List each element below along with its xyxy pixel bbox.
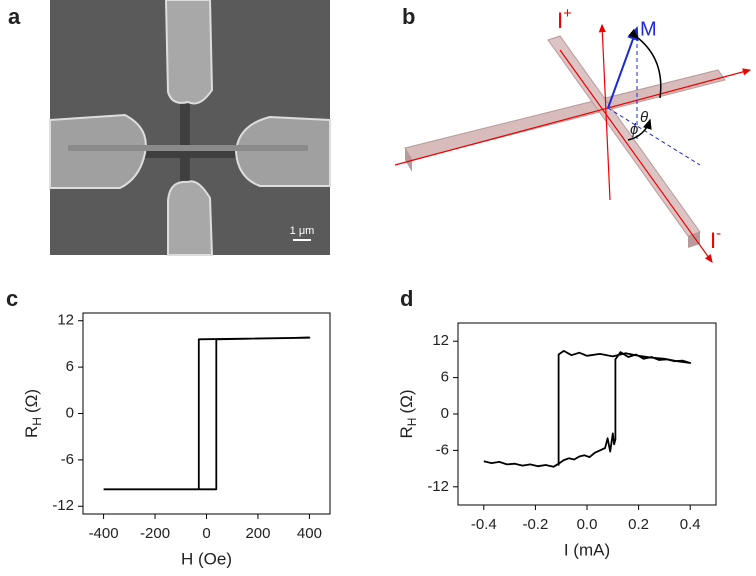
x-tick-label: 200 [245,525,270,542]
y-tick-label: 6 [66,358,74,375]
panel-label: b [402,4,415,29]
data-line [483,350,692,468]
x-tick-label: -0.2 [522,516,548,533]
current-minus-sign: - [716,225,721,242]
current-plus-symbol: I [557,8,563,33]
y-axis-label-unit: (Ω) [22,389,41,413]
x-axis-label: I (mA) [564,540,610,559]
x-tick-label: -400 [89,525,119,542]
x-tick-label: 0.2 [628,516,649,533]
y-tick-label: 0 [441,405,449,422]
x-axis-label: H (Oe) [181,549,232,568]
phi-label: ϕ [630,121,638,138]
y-axis-label: RH (Ω) [22,389,44,438]
y-axis-label-sub: H [30,417,44,426]
y-axis-label-main: R [397,426,416,438]
plot-frame [457,322,717,506]
current-minus: I- [710,225,721,253]
y-axis-label-unit: (Ω) [397,390,416,414]
panel-label: c [6,286,18,311]
current-plus: I+ [557,5,572,33]
y-tick-label: -6 [436,441,449,458]
current-minus-symbol: I [710,228,716,253]
y-tick-label: -12 [427,478,449,495]
x-tick-label: 0 [202,525,210,542]
y-tick-label: 12 [432,332,449,349]
x-tick-label: 0.4 [680,516,701,533]
magnetization-label: M [640,18,657,40]
data-line [103,336,311,491]
y-axis-label: RH (Ω) [397,390,419,439]
y-tick-label: 12 [57,312,74,329]
plot-frame [82,312,331,515]
x-tick-label: -200 [140,525,170,542]
scale-bar-label: 1 μm [290,225,315,237]
sem-image: 1 μm [49,0,331,256]
x-tick-label: -0.4 [471,516,497,533]
diagram: I+ I- M θ ϕ [394,5,752,263]
y-tick-label: 6 [441,369,449,386]
y-tick-label: -12 [52,497,74,514]
theta-label: θ [640,109,648,126]
y-axis-label-sub: H [405,418,419,427]
y-tick-label: -6 [61,451,74,468]
y-tick-label: 0 [66,404,74,421]
current-plus-sign: + [563,5,572,22]
y-axis-label-main: R [22,426,41,438]
panel-label: d [400,286,413,311]
panel-label: a [8,4,21,29]
x-tick-label: 0.0 [577,516,598,533]
x-tick-label: 400 [297,525,322,542]
